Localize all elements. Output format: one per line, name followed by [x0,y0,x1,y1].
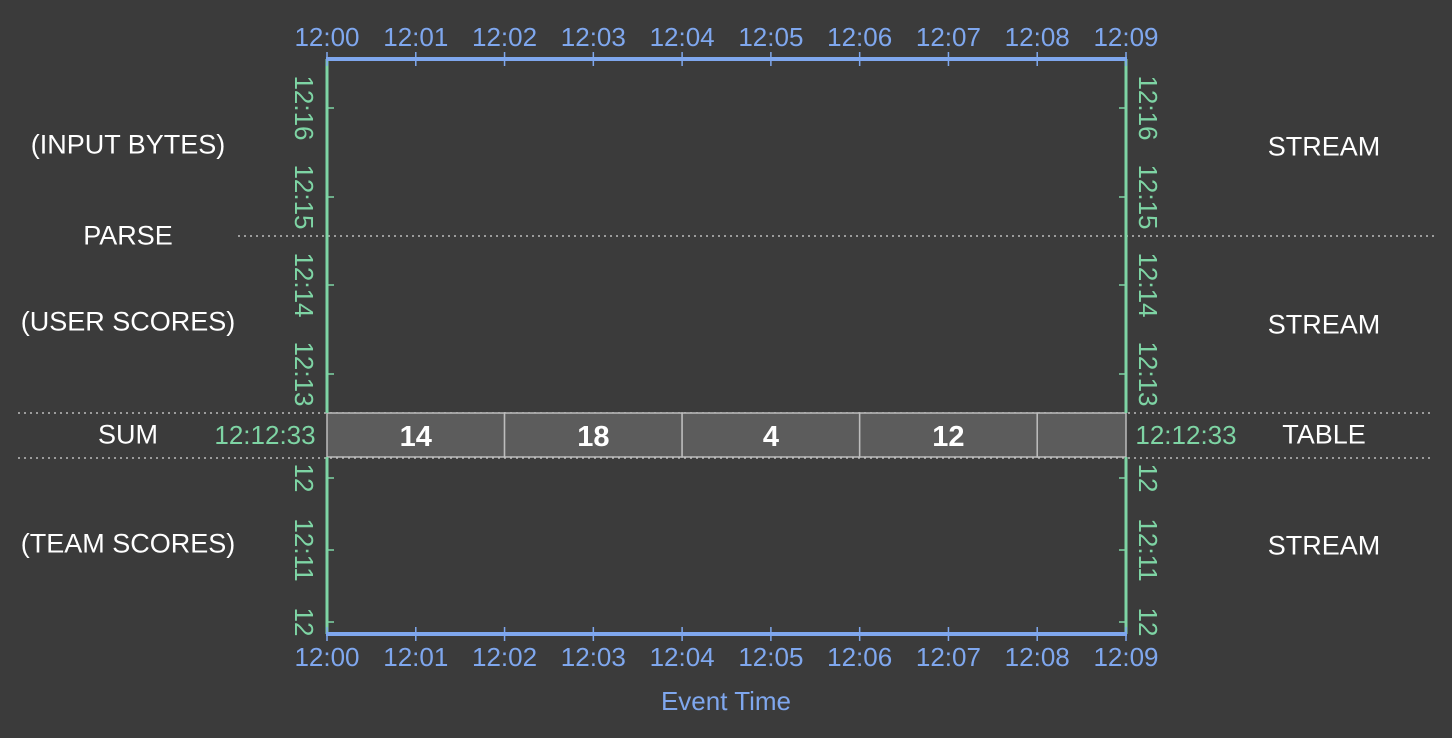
event-time-axis-title: Event Time [661,686,791,716]
event-time-label-top: 12:07 [916,22,981,52]
processing-time-label-left: 12:11 [289,518,319,581]
label-parse: PARSE [83,220,173,251]
event-time-label-bottom: 12:06 [827,642,892,672]
event-time-label-bottom: 12:02 [472,642,537,672]
event-time-label-top: 12:08 [1005,22,1070,52]
event-time-label-top: 12:06 [827,22,892,52]
table-cell [681,412,861,458]
event-time-label-bottom: 12:01 [383,642,448,672]
label-stream-input: STREAM [1267,131,1381,162]
label-team-scores: (TEAM SCORES) [20,528,236,559]
event-time-label-bottom: 12:08 [1005,642,1070,672]
event-time-label-bottom: 12:04 [650,642,715,672]
event-time-label-bottom: 12:00 [294,642,359,672]
event-time-label-top: 12:04 [650,22,715,52]
table-cell [326,412,506,458]
event-time-label-bottom: 12:03 [561,642,626,672]
processing-time-label-right: 12:16 [1133,75,1163,140]
table-cell [1036,412,1127,458]
label-stream-team-scores: STREAM [1267,530,1381,561]
event-time-label-top: 12:05 [738,22,803,52]
table-value: 18 [577,421,609,453]
event-time-label-top: 12:03 [561,22,626,52]
processing-time-label-right: 12:14 [1133,252,1163,317]
processing-time-label-left: 12:13 [289,341,319,406]
label-input-bytes: (INPUT BYTES) [30,129,226,160]
label-sum: SUM [98,419,158,450]
processing-time-label-left: 12 [289,464,319,493]
event-time-label-top: 12:01 [383,22,448,52]
event-time-label-top: 12:02 [472,22,537,52]
processing-time-label-right: 12:13 [1133,341,1163,406]
processing-time-label-right: 12 [1133,464,1163,493]
processing-time-label-right: 12:15 [1133,164,1163,229]
label-user-scores: (USER SCORES) [20,306,236,337]
processing-time-label-left: 12 [289,608,319,637]
current-processing-time-left: 12:12:33 [214,420,315,450]
event-time-label-bottom: 12:09 [1093,642,1158,672]
table-cell [503,412,683,458]
event-time-label-top: 12:09 [1093,22,1158,52]
processing-time-label-left: 12:14 [289,252,319,317]
label-table: TABLE [1282,419,1366,450]
event-time-label-bottom: 12:05 [738,642,803,672]
table-value: 12 [932,421,964,453]
processing-time-label-right: 12:11 [1133,518,1163,581]
table-value: 14 [400,421,432,453]
current-processing-time-right: 12:12:33 [1135,420,1236,450]
event-time-label-top: 12:00 [294,22,359,52]
event-time-label-bottom: 12:07 [916,642,981,672]
processing-time-label-left: 12:16 [289,75,319,140]
table-cell [858,412,1038,458]
label-stream-user-scores: STREAM [1267,309,1381,340]
processing-time-label-right: 12 [1133,608,1163,637]
table-value: 4 [763,421,779,453]
processing-time-label-left: 12:15 [289,164,319,229]
